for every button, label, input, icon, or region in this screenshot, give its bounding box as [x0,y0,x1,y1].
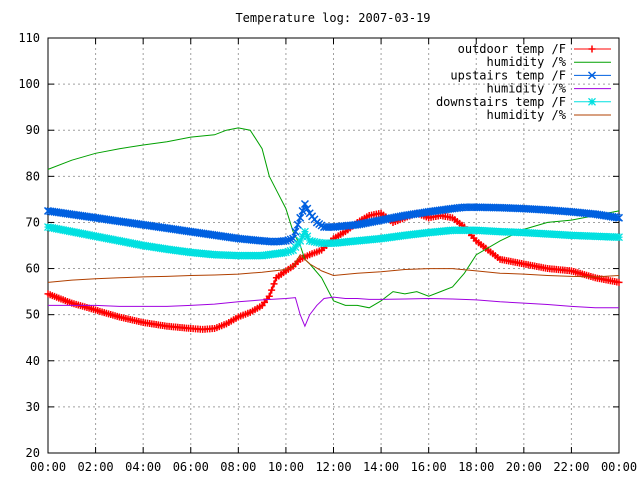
series-line [48,296,619,328]
series-3 [48,296,619,328]
legend-label: outdoor temp /F [458,42,566,56]
y-tick-label: 110 [18,31,40,45]
series-5 [47,253,620,283]
x-tick-label: 22:00 [553,460,589,474]
series-line [47,253,620,283]
y-tick-label: 80 [26,169,40,183]
x-tick-label: 16:00 [411,460,447,474]
data-point [300,227,309,236]
data-point [291,227,300,236]
data-point [281,236,290,245]
data-point [284,247,293,256]
legend-label: downstairs temp /F [436,95,566,109]
legend-marker [588,97,596,106]
data-point [281,248,290,257]
y-tick-label: 90 [26,123,40,137]
data-point [293,220,302,229]
x-tick-label: 04:00 [125,460,161,474]
data-point [286,246,295,255]
series-4 [44,223,623,260]
x-tick-label: 00:00 [30,460,66,474]
x-tick-label: 14:00 [363,460,399,474]
x-tick-label: 12:00 [315,460,351,474]
data-point [612,213,621,222]
data-point [284,236,293,245]
y-tick-label: 60 [26,262,40,276]
data-point [286,235,295,244]
chart-title: Temperature log: 2007-03-19 [235,11,430,25]
series-2 [43,199,624,246]
series-layer [43,127,624,333]
data-point [265,292,273,300]
data-point [615,233,623,242]
data-point [296,236,305,245]
legend-marker [588,45,596,53]
legend-label: humidity /% [487,108,567,122]
y-tick-label: 70 [26,215,40,229]
grid-lines [48,38,619,453]
y-tick-label: 50 [26,308,40,322]
x-tick-label: 00:00 [601,460,637,474]
series-line [47,127,620,309]
y-tick-label: 100 [18,77,40,91]
data-point [303,204,312,213]
data-point [614,213,624,222]
x-tick-label: 18:00 [458,460,494,474]
x-tick-label: 06:00 [173,460,209,474]
x-tick-label: 20:00 [506,460,542,474]
x-tick-label: 10:00 [268,460,304,474]
y-tick-label: 20 [26,446,40,460]
legend-label: upstairs temp /F [450,68,566,82]
legend-label: humidity /% [487,55,567,69]
legend-label: humidity /% [487,82,567,96]
series-1 [47,127,620,309]
data-point [270,280,278,288]
x-tick-label: 08:00 [220,460,256,474]
legend-marker [587,71,597,80]
y-tick-label: 40 [26,354,40,368]
data-point [615,278,623,286]
data-point [298,232,307,241]
data-point [268,286,276,294]
y-tick-label: 30 [26,400,40,414]
data-point [296,213,305,222]
data-point [298,206,307,215]
data-point [300,199,309,209]
x-tick-label: 02:00 [78,460,114,474]
axis-ticks: 20 30 40 50 60 70 80 90 100 110 00:00 02:00 04:00 06:… [18,31,637,474]
data-point [303,232,312,241]
